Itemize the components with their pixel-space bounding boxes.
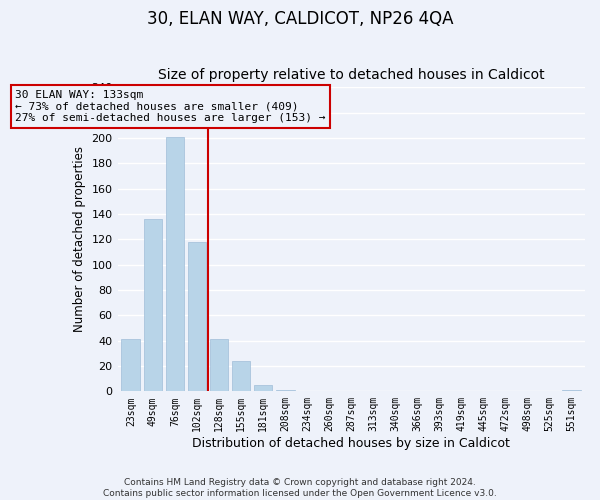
Text: 30 ELAN WAY: 133sqm
← 73% of detached houses are smaller (409)
27% of semi-detac: 30 ELAN WAY: 133sqm ← 73% of detached ho…: [15, 90, 326, 123]
Y-axis label: Number of detached properties: Number of detached properties: [73, 146, 86, 332]
Bar: [254, 385, 272, 392]
Bar: [121, 340, 140, 392]
Text: Contains HM Land Registry data © Crown copyright and database right 2024.
Contai: Contains HM Land Registry data © Crown c…: [103, 478, 497, 498]
X-axis label: Distribution of detached houses by size in Caldicot: Distribution of detached houses by size …: [193, 437, 510, 450]
Bar: [166, 136, 184, 392]
Bar: [209, 340, 229, 392]
Text: 30, ELAN WAY, CALDICOT, NP26 4QA: 30, ELAN WAY, CALDICOT, NP26 4QA: [147, 10, 453, 28]
Bar: [276, 390, 295, 392]
Title: Size of property relative to detached houses in Caldicot: Size of property relative to detached ho…: [158, 68, 545, 82]
Bar: [232, 361, 250, 392]
Bar: [143, 219, 162, 392]
Bar: [188, 242, 206, 392]
Bar: [562, 390, 581, 392]
